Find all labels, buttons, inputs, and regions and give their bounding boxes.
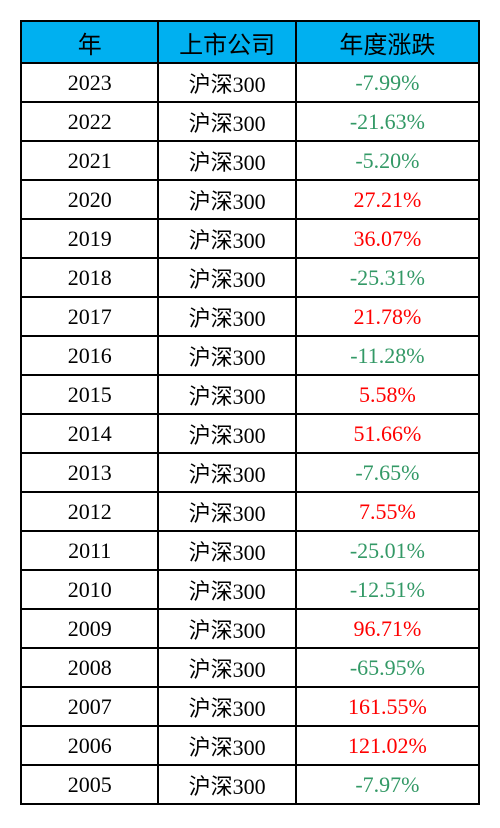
header-company: 上市公司 [158,21,295,63]
table-row: 2023沪深300-7.99% [21,63,479,102]
cell-company: 沪深300 [158,765,295,804]
cell-change: -25.01% [296,531,479,570]
table-row: 2022沪深300-21.63% [21,102,479,141]
table-row: 2014沪深30051.66% [21,414,479,453]
table-row: 2015沪深3005.58% [21,375,479,414]
cell-change: 5.58% [296,375,479,414]
cell-year: 2009 [21,609,158,648]
table-row: 2005沪深300-7.97% [21,765,479,804]
cell-year: 2017 [21,297,158,336]
cell-company: 沪深300 [158,492,295,531]
cell-change: -7.97% [296,765,479,804]
table-row: 2012沪深3007.55% [21,492,479,531]
table-header: 年 上市公司 年度涨跌 [21,21,479,63]
cell-year: 2020 [21,180,158,219]
cell-year: 2006 [21,726,158,765]
cell-company: 沪深300 [158,414,295,453]
cell-company: 沪深300 [158,531,295,570]
header-year: 年 [21,21,158,63]
table-row: 2011沪深300-25.01% [21,531,479,570]
cell-company: 沪深300 [158,648,295,687]
table-row: 2021沪深300-5.20% [21,141,479,180]
cell-company: 沪深300 [158,258,295,297]
cell-year: 2018 [21,258,158,297]
cell-company: 沪深300 [158,63,295,102]
cell-year: 2015 [21,375,158,414]
header-row: 年 上市公司 年度涨跌 [21,21,479,63]
cell-year: 2010 [21,570,158,609]
cell-change: -25.31% [296,258,479,297]
table-body: 2023沪深300-7.99%2022沪深300-21.63%2021沪深300… [21,63,479,804]
cell-change: -11.28% [296,336,479,375]
cell-year: 2019 [21,219,158,258]
table-row: 2016沪深300-11.28% [21,336,479,375]
cell-year: 2013 [21,453,158,492]
cell-change: 96.71% [296,609,479,648]
cell-year: 2021 [21,141,158,180]
cell-year: 2012 [21,492,158,531]
cell-change: 121.02% [296,726,479,765]
cell-change: 161.55% [296,687,479,726]
cell-year: 2005 [21,765,158,804]
table-row: 2006沪深300121.02% [21,726,479,765]
cell-change: -21.63% [296,102,479,141]
cell-change: 27.21% [296,180,479,219]
header-change: 年度涨跌 [296,21,479,63]
cell-change: -12.51% [296,570,479,609]
annual-returns-table-wrap: 年 上市公司 年度涨跌 2023沪深300-7.99%2022沪深300-21.… [20,20,480,805]
cell-company: 沪深300 [158,141,295,180]
cell-company: 沪深300 [158,219,295,258]
cell-change: 7.55% [296,492,479,531]
cell-company: 沪深300 [158,570,295,609]
cell-change: 21.78% [296,297,479,336]
cell-company: 沪深300 [158,375,295,414]
cell-company: 沪深300 [158,336,295,375]
table-row: 2019沪深30036.07% [21,219,479,258]
table-row: 2009沪深30096.71% [21,609,479,648]
cell-company: 沪深300 [158,297,295,336]
cell-company: 沪深300 [158,102,295,141]
table-row: 2017沪深30021.78% [21,297,479,336]
table-row: 2010沪深300-12.51% [21,570,479,609]
cell-change: 51.66% [296,414,479,453]
cell-change: -7.99% [296,63,479,102]
cell-change: -65.95% [296,648,479,687]
cell-company: 沪深300 [158,180,295,219]
cell-year: 2008 [21,648,158,687]
cell-company: 沪深300 [158,687,295,726]
cell-change: -5.20% [296,141,479,180]
cell-year: 2007 [21,687,158,726]
cell-change: -7.65% [296,453,479,492]
table-row: 2020沪深30027.21% [21,180,479,219]
cell-year: 2023 [21,63,158,102]
cell-year: 2022 [21,102,158,141]
cell-change: 36.07% [296,219,479,258]
cell-year: 2011 [21,531,158,570]
table-row: 2008沪深300-65.95% [21,648,479,687]
cell-company: 沪深300 [158,726,295,765]
cell-year: 2014 [21,414,158,453]
cell-company: 沪深300 [158,609,295,648]
table-row: 2007沪深300161.55% [21,687,479,726]
table-row: 2018沪深300-25.31% [21,258,479,297]
annual-returns-table: 年 上市公司 年度涨跌 2023沪深300-7.99%2022沪深300-21.… [20,20,480,805]
cell-year: 2016 [21,336,158,375]
cell-company: 沪深300 [158,453,295,492]
table-row: 2013沪深300-7.65% [21,453,479,492]
